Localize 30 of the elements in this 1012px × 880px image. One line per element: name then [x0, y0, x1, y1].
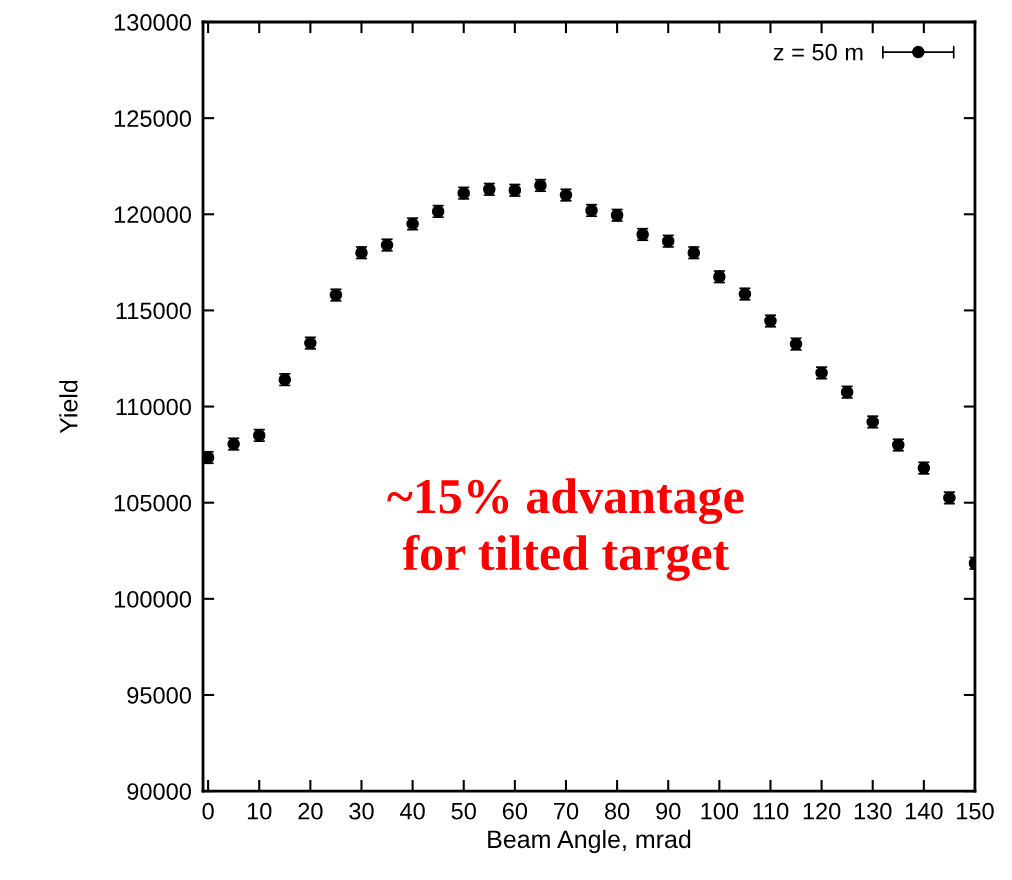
y-tick-label: 120000 [114, 206, 191, 224]
x-tick-label: 110 [753, 802, 789, 820]
x-tick-label: 40 [400, 802, 425, 820]
y-tick-label: 90000 [127, 783, 191, 800]
x-tick-label: 140 [905, 802, 943, 820]
x-tick-label: 0 [202, 802, 214, 820]
y-tick-label: 105000 [114, 494, 191, 512]
x-tick-label: 70 [554, 802, 579, 820]
legend-label: z = 50 m [773, 43, 863, 61]
x-tick-label: 120 [803, 802, 841, 820]
y-tick-label: 115000 [116, 302, 191, 320]
x-axis-title: Beam Angle, mrad [488, 829, 691, 854]
x-tick-label: 60 [502, 802, 528, 820]
y-tick-label: 100000 [114, 590, 191, 608]
y-tick-label: 130000 [114, 14, 191, 31]
x-tick-label: 30 [349, 802, 374, 820]
y-tick-label: 95000 [127, 687, 191, 704]
x-tick-label: 100 [701, 802, 739, 820]
y-tick-label: 110000 [116, 398, 191, 416]
x-tick-label: 130 [854, 802, 892, 820]
y-tick-label: 125000 [114, 110, 191, 127]
annotation: ~15% advantage for tilted target [387, 478, 744, 581]
x-tick-label: 80 [605, 802, 630, 820]
y-axis-title: Yield [59, 380, 78, 434]
x-tick-label: 20 [298, 802, 323, 820]
point [203, 451, 215, 464]
x-tick-label: 150 [957, 802, 994, 820]
x-tick-label: 90 [656, 802, 681, 820]
x-tick-label: 50 [451, 802, 476, 820]
x-tick-label: 10 [247, 802, 272, 820]
